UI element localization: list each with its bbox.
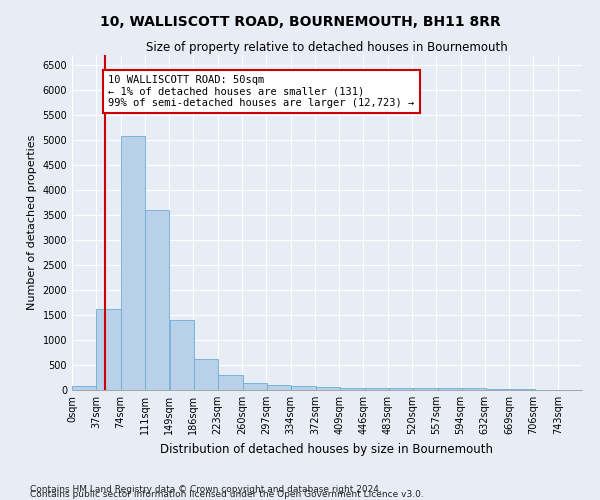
Bar — [170, 320, 194, 390]
Bar — [511, 388, 535, 390]
Bar — [462, 388, 486, 390]
Text: Contains HM Land Registry data © Crown copyright and database right 2024.: Contains HM Land Registry data © Crown c… — [30, 484, 382, 494]
Bar — [413, 388, 437, 390]
Bar — [218, 375, 242, 390]
Bar — [194, 359, 218, 390]
Bar — [365, 388, 389, 390]
Bar — [316, 387, 340, 390]
Title: Size of property relative to detached houses in Bournemouth: Size of property relative to detached ho… — [146, 41, 508, 54]
Bar — [340, 388, 365, 390]
Text: 10 WALLISCOTT ROAD: 50sqm
← 1% of detached houses are smaller (131)
99% of semi-: 10 WALLISCOTT ROAD: 50sqm ← 1% of detach… — [108, 75, 415, 108]
Bar — [487, 388, 511, 390]
Bar — [437, 388, 462, 390]
X-axis label: Distribution of detached houses by size in Bournemouth: Distribution of detached houses by size … — [161, 442, 493, 456]
Bar — [121, 136, 145, 390]
Y-axis label: Number of detached properties: Number of detached properties — [27, 135, 37, 310]
Bar — [267, 385, 291, 390]
Bar — [145, 210, 169, 390]
Text: Contains public sector information licensed under the Open Government Licence v3: Contains public sector information licen… — [30, 490, 424, 499]
Bar — [242, 382, 267, 390]
Bar — [389, 388, 413, 390]
Bar — [72, 386, 96, 390]
Text: 10, WALLISCOTT ROAD, BOURNEMOUTH, BH11 8RR: 10, WALLISCOTT ROAD, BOURNEMOUTH, BH11 8… — [100, 15, 500, 29]
Bar — [96, 308, 121, 390]
Bar — [291, 386, 316, 390]
